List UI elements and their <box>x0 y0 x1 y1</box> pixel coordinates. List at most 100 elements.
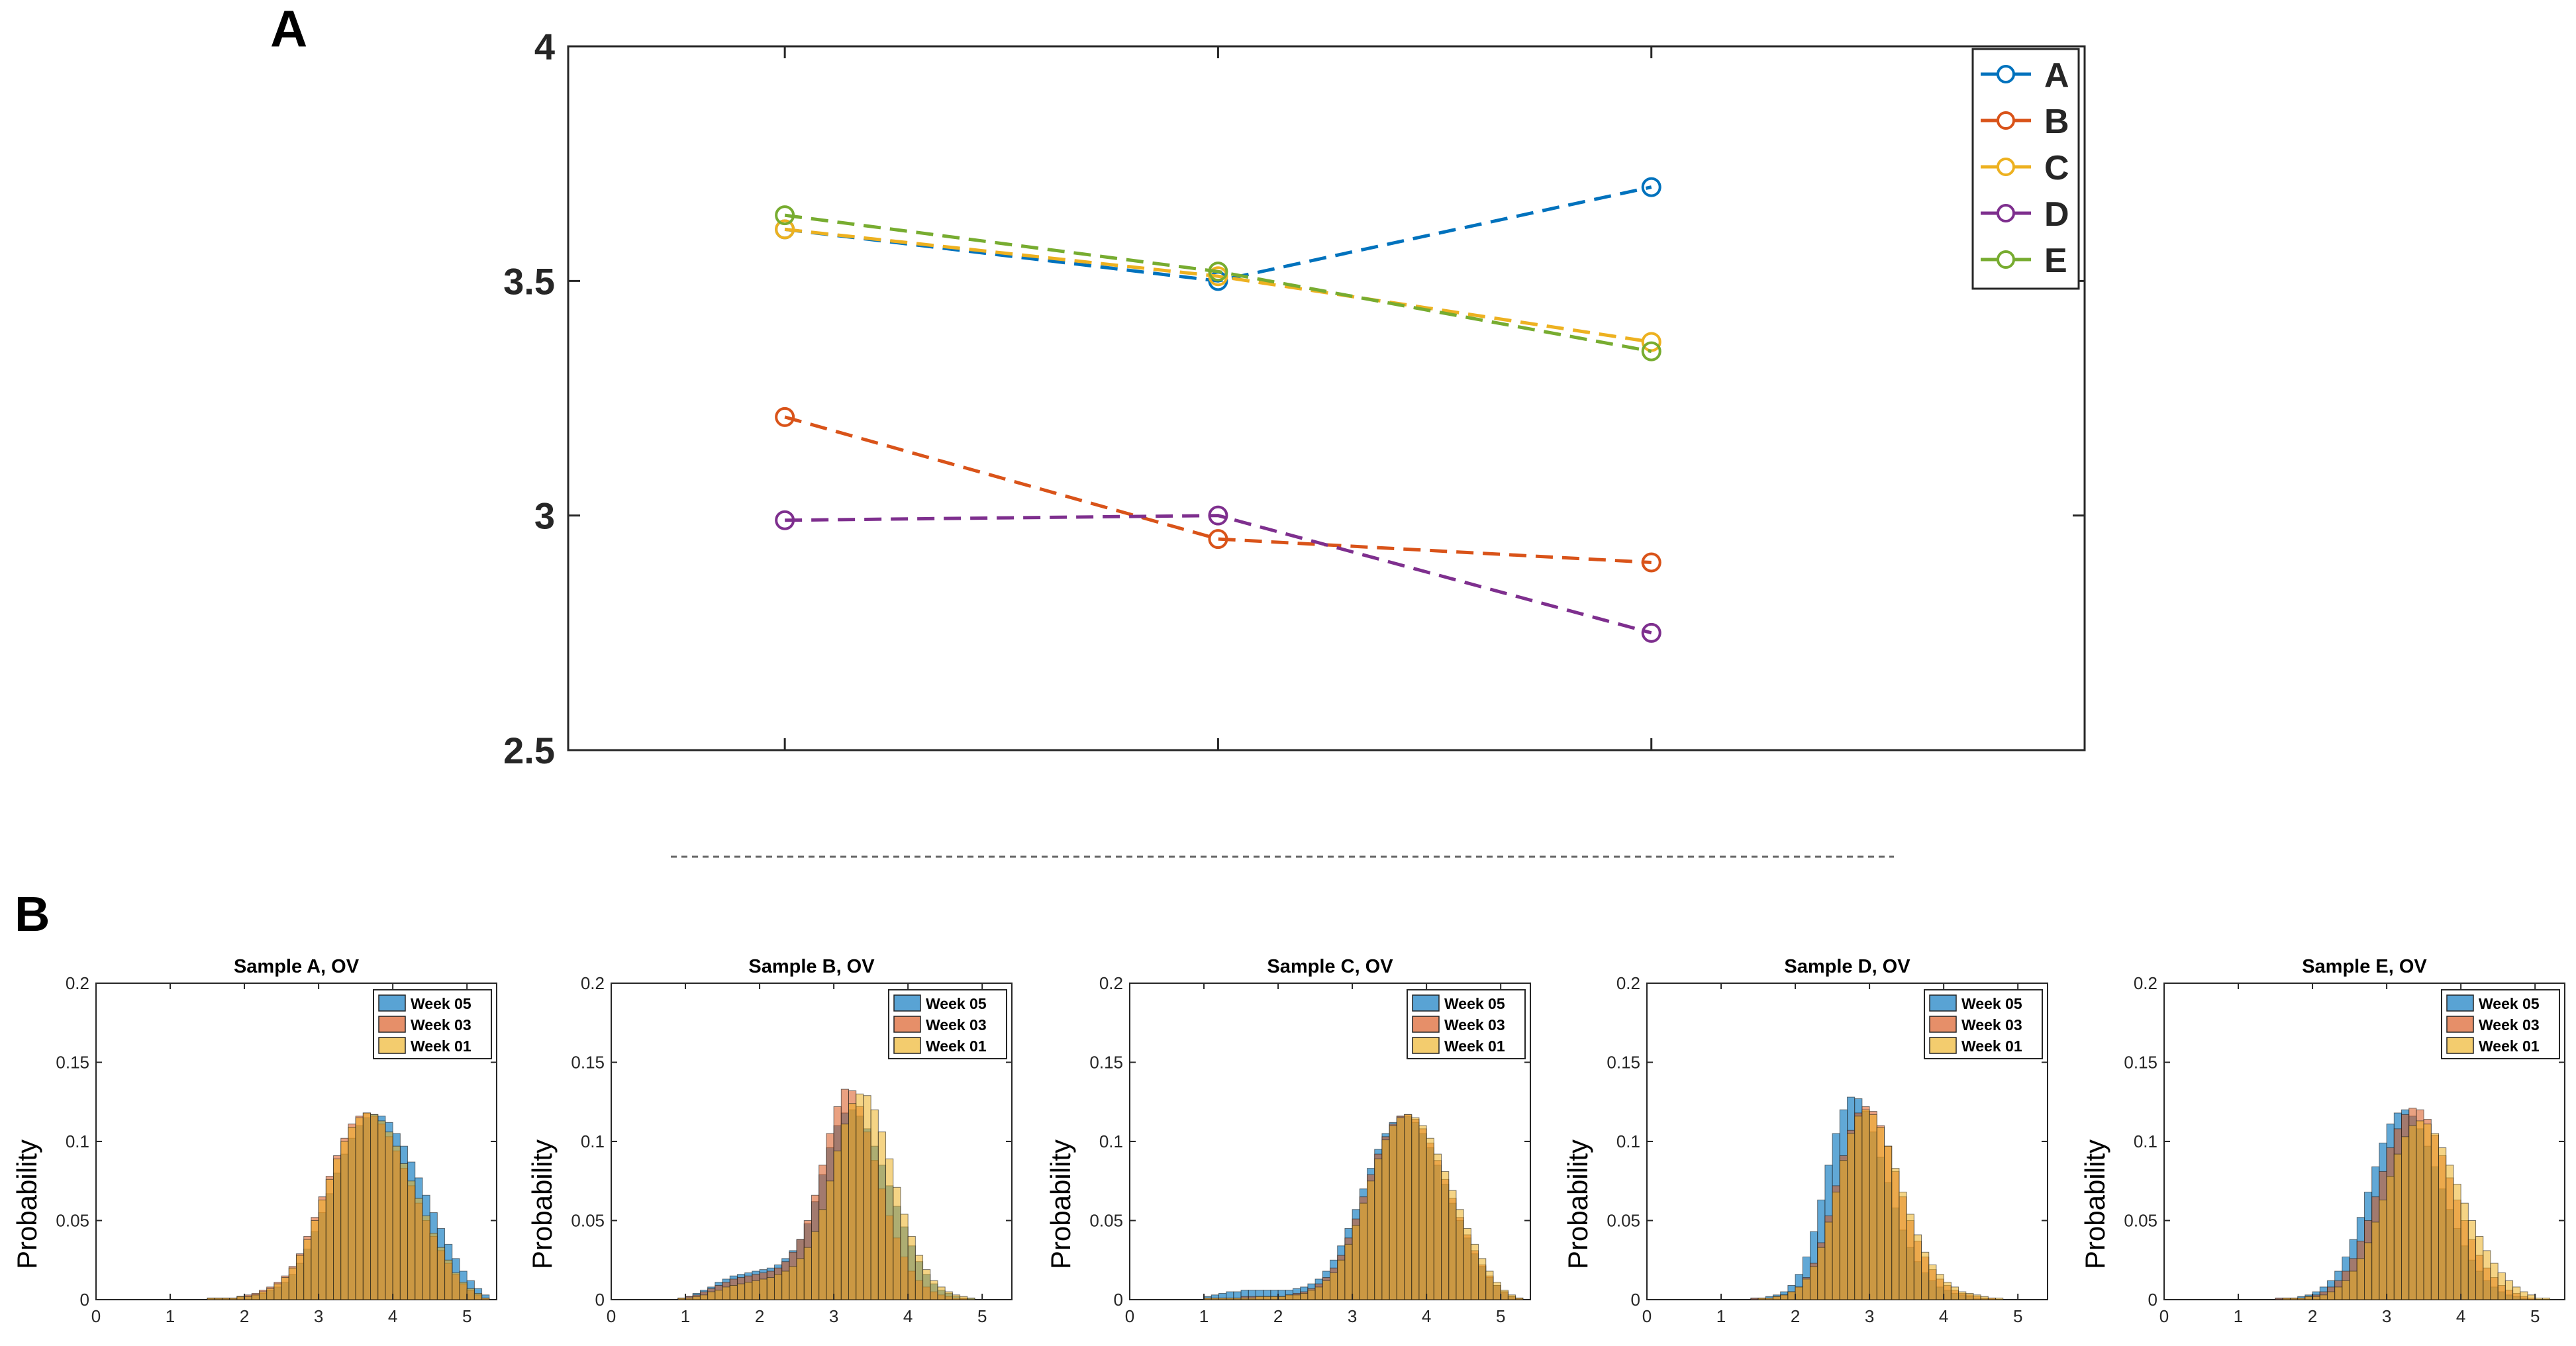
hist-bar-week-01 <box>2408 1125 2417 1300</box>
hist-bar-week-01 <box>915 1255 924 1300</box>
hist-bar-week-01 <box>1980 1296 1989 1300</box>
hist-legend-swatch <box>1929 1016 1957 1033</box>
hist-bar-week-01 <box>266 1288 275 1300</box>
hist-x-tick-label: 2 <box>1791 1306 1800 1326</box>
hist-bar-week-01 <box>2371 1222 2380 1300</box>
hist-legend: Week 05 Week 03 Week 01 <box>2441 989 2560 1059</box>
hist-bar-week-01 <box>236 1296 245 1300</box>
legend-marker-d <box>1997 204 2015 222</box>
hist-legend-swatch <box>2446 1016 2474 1033</box>
hist-bar-week-01 <box>967 1298 975 1300</box>
hist-x-tick-label: 1 <box>2234 1306 2243 1326</box>
hist-y-tick-label: 0.2 <box>2134 973 2157 993</box>
hist-bar-week-01 <box>766 1277 775 1300</box>
hist-bar-week-01 <box>1832 1191 1840 1300</box>
hist-bar-week-01 <box>736 1283 746 1300</box>
hist-legend-swatch <box>1412 994 1440 1012</box>
hist-legend-label: Week 01 <box>411 1037 471 1055</box>
hist-bar-week-01 <box>1809 1266 1818 1300</box>
data-point-b <box>1641 552 1661 573</box>
hist-bar-week-01 <box>773 1274 783 1300</box>
hist-bar-week-01 <box>1211 1298 1219 1300</box>
legend-marker-b <box>1997 111 2015 130</box>
hist-bar-week-01 <box>2542 1298 2551 1300</box>
legend-label-c: C <box>2044 149 2069 187</box>
hist-legend-label: Week 03 <box>926 1016 987 1034</box>
hist-x-tick-label: 1 <box>166 1306 175 1326</box>
hist-bar-week-01 <box>2326 1291 2336 1300</box>
hist-bar-week-01 <box>303 1239 312 1300</box>
hist-bar-week-01 <box>1965 1292 1974 1300</box>
hist-bar-week-01 <box>922 1269 931 1300</box>
hist-bar-week-01 <box>355 1117 364 1300</box>
hist-y-tick-label: 0.15 <box>1607 1053 1640 1073</box>
hist-bar-week-01 <box>1891 1168 1900 1300</box>
hist-bar-week-01 <box>273 1283 282 1300</box>
hist-x-tick-label: 5 <box>2013 1306 2022 1326</box>
hist-x-tick-label: 4 <box>903 1306 913 1326</box>
hist-bar-week-01 <box>2282 1298 2291 1300</box>
histogram-sample-e: 0 0.05 0.1 0.15 0.2 0 1 2 3 4 5 Sample E, OV Probabi… <box>2079 956 2565 1326</box>
legend-marker-c <box>1997 158 2015 176</box>
hist-bar-week-01 <box>937 1286 946 1300</box>
hist-bar-week-01 <box>1233 1298 1242 1300</box>
data-point-a <box>1641 177 1661 197</box>
hist-bar-week-01 <box>856 1093 864 1300</box>
hist-bar-week-01 <box>2438 1147 2447 1300</box>
y-tick-label: 3.5 <box>503 260 555 302</box>
hist-bar-week-01 <box>2504 1280 2514 1300</box>
hist-bar-week-01 <box>1787 1291 1796 1300</box>
hist-y-tick-label: 0.1 <box>1099 1131 1123 1151</box>
hist-legend: Week 05 Week 03 Week 01 <box>888 989 1007 1059</box>
data-point-b <box>1208 529 1228 550</box>
hist-bar-week-01 <box>481 1298 490 1300</box>
hist-title: Sample C, OV <box>1267 956 1393 977</box>
hist-y-axis-label: Probability <box>1045 1139 1076 1269</box>
hist-legend-swatch <box>2446 994 2474 1012</box>
data-point-b <box>775 407 795 427</box>
hist-bar-week-01 <box>1995 1298 2004 1300</box>
hist-bar-week-01 <box>377 1120 386 1300</box>
hist-bar-week-01 <box>796 1258 805 1300</box>
histogram-sample-c: 0 0.05 0.1 0.15 0.2 0 1 2 3 4 5 Sample C, OV Probabi… <box>1045 956 1531 1326</box>
data-point-e <box>775 205 795 226</box>
data-point-d <box>775 510 795 530</box>
hist-x-tick-label: 5 <box>2530 1306 2540 1326</box>
hist-bar-week-01 <box>2520 1291 2528 1300</box>
hist-bar-week-01 <box>877 1131 887 1300</box>
hist-legend-swatch <box>893 1037 921 1054</box>
hist-legend-label: Week 05 <box>1444 995 1505 1012</box>
hist-bar-week-01 <box>1854 1116 1863 1300</box>
hist-bar-week-01 <box>1780 1294 1789 1300</box>
hist-bar-week-01 <box>1277 1296 1286 1300</box>
hist-x-tick-label: 0 <box>607 1306 616 1326</box>
hist-x-tick-label: 2 <box>240 1306 249 1326</box>
hist-y-tick-label: 0.15 <box>571 1053 605 1073</box>
hist-bar-week-01 <box>1772 1296 1781 1300</box>
hist-bar-week-01 <box>2386 1176 2395 1300</box>
hist-legend-label: Week 05 <box>2479 995 2540 1012</box>
hist-x-tick-label: 4 <box>388 1306 397 1326</box>
hist-x-tick-label: 2 <box>1273 1306 1283 1326</box>
hist-y-tick-label: 0 <box>1631 1290 1640 1310</box>
legend-marker-a <box>1997 65 2015 83</box>
hist-bar-week-01 <box>429 1233 438 1300</box>
hist-y-tick-label: 0.05 <box>571 1211 605 1231</box>
data-point-e <box>1641 341 1661 361</box>
legend-box <box>1971 48 2080 290</box>
hist-bar-week-01 <box>2401 1136 2410 1300</box>
hist-bar-week-01 <box>1899 1191 1907 1300</box>
hist-y-axis-label: Probability <box>2079 1139 2110 1269</box>
hist-bar-week-01 <box>811 1231 820 1300</box>
hist-bar-week-01 <box>715 1290 723 1300</box>
hist-bar-week-03 <box>1750 1298 1759 1300</box>
hist-bar-week-01 <box>362 1112 372 1300</box>
hist-bar-week-01 <box>2460 1202 2469 1300</box>
hist-x-tick-label: 5 <box>462 1306 471 1326</box>
hist-bar-week-01 <box>2356 1258 2365 1300</box>
hist-bar-week-01 <box>2379 1199 2387 1300</box>
hist-bar-week-01 <box>759 1278 768 1300</box>
hist-bar-week-01 <box>2467 1220 2477 1300</box>
